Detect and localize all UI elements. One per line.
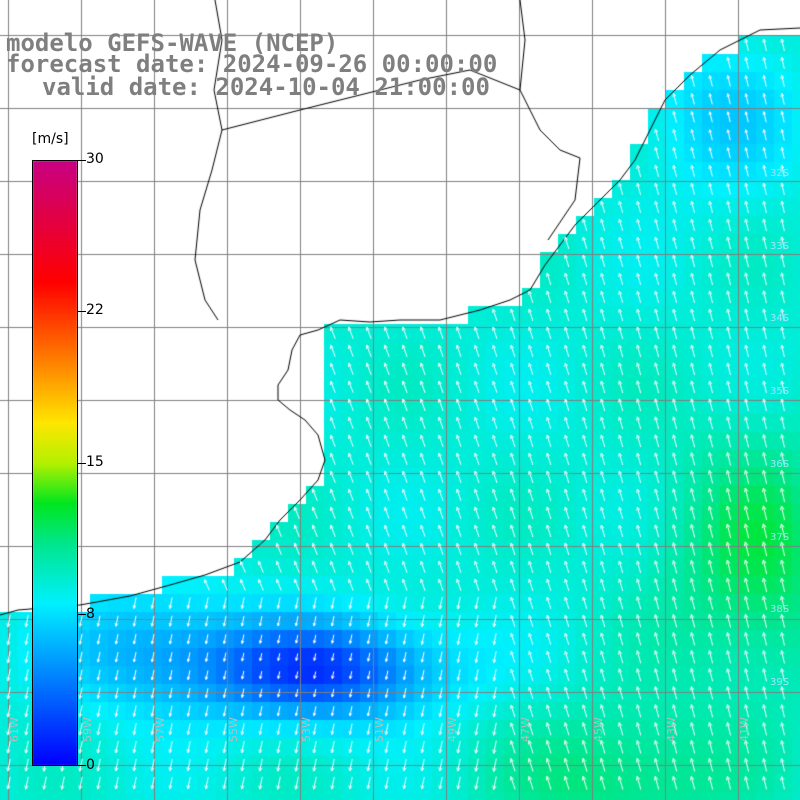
- latitude-label: 34S: [770, 313, 790, 324]
- longitude-label: 51W: [373, 717, 386, 742]
- latitude-label: 32S: [770, 168, 790, 179]
- latitude-label: 39S: [770, 677, 790, 688]
- longitude-label: 59W: [81, 717, 94, 742]
- colorbar-unit-label: [m/s]: [32, 131, 69, 147]
- longitude-label: 55W: [227, 717, 240, 742]
- longitude-label: 43W: [665, 717, 678, 742]
- longitude-label: 53W: [300, 717, 313, 742]
- colorbar-tick-mark: [78, 311, 86, 312]
- latitude-label: 38S: [770, 604, 790, 615]
- valid-date: valid date: 2024-10-04 21:00:00: [42, 73, 490, 101]
- colorbar-tick-label: 15: [86, 454, 104, 470]
- colorbar-frame: [32, 160, 78, 766]
- latitude-label: 36S: [770, 459, 790, 470]
- longitude-label: 57W: [154, 717, 167, 742]
- latitude-label: 37S: [770, 532, 790, 543]
- colorbar-tick-mark: [78, 160, 86, 161]
- latitude-label: 33S: [770, 241, 790, 252]
- longitude-label: 45W: [592, 717, 605, 742]
- longitude-label: 41W: [738, 717, 751, 742]
- longitude-label: 61W: [8, 717, 21, 742]
- colorbar-tick-label: 30: [86, 151, 104, 167]
- forecast-date: forecast date: 2024-09-26 00:00:00: [6, 50, 498, 78]
- colorbar-tick-mark: [78, 463, 86, 464]
- colorbar-tick-label: 8: [86, 606, 95, 622]
- latitude-label: 35S: [770, 386, 790, 397]
- colorbar-tick-label: 22: [86, 302, 104, 318]
- longitude-label: 49W: [446, 717, 459, 742]
- colorbar-tick-mark: [78, 614, 86, 615]
- colorbar-tick-label: 0: [86, 757, 95, 773]
- model-title: modelo GEFS-WAVE (NCEP): [6, 29, 339, 57]
- longitude-label: 47W: [519, 717, 532, 742]
- colorbar-tick-mark: [78, 765, 86, 766]
